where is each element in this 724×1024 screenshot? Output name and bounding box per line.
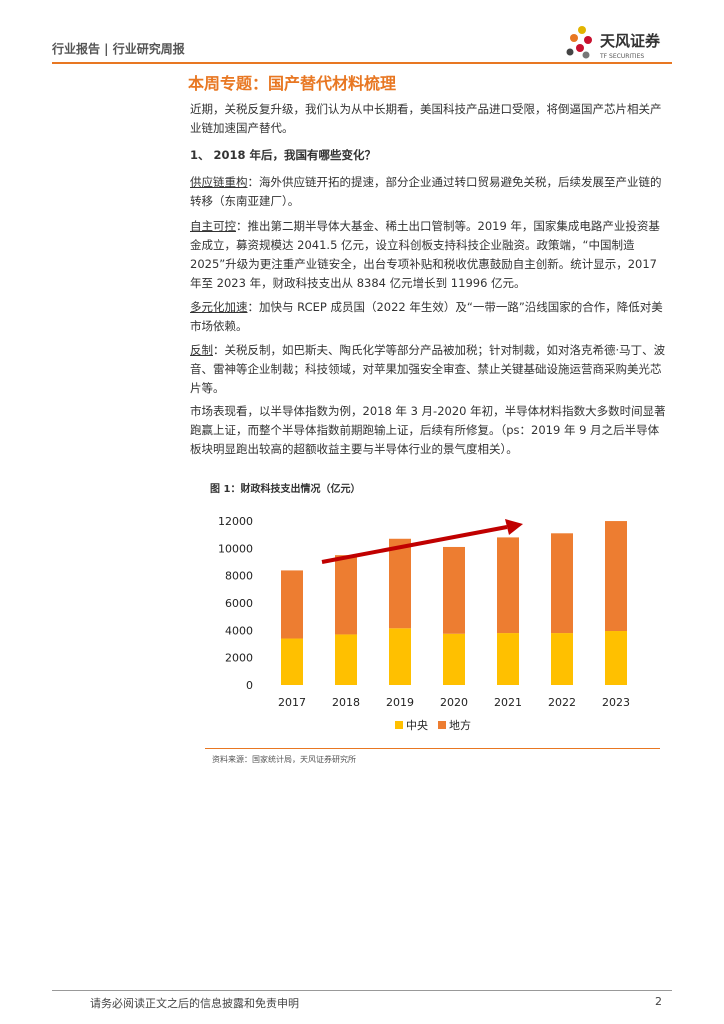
legend-label: 地方 (449, 718, 471, 732)
bar (281, 638, 303, 685)
y-tick-label: 0 (246, 679, 253, 692)
bar (497, 537, 519, 634)
x-tick-label: 2019 (386, 696, 414, 709)
header-rule (52, 62, 672, 64)
x-tick-label: 2020 (440, 696, 468, 709)
trend-arrow-head (505, 519, 523, 535)
point-lead: 自主可控 (190, 219, 236, 233)
y-tick-label: 12000 (218, 515, 253, 528)
x-tick-label: 2018 (332, 696, 360, 709)
market: 市场表现看，以半导体指数为例，2018 年 3 月-2020 年初，半导体材料指… (190, 404, 666, 456)
bar (281, 570, 303, 639)
point: 自主可控：推出第二期半导体大基金、稀土出口管制等。2019 年，国家集成电路产业… (190, 217, 668, 293)
x-tick-label: 2017 (278, 696, 306, 709)
chart: 图 1：财政科技支出情况（亿元） 0 2000 4000 6000 8000 10000 1… (210, 482, 630, 732)
footer-rule (52, 990, 672, 991)
intro: 近期，关税反复升级，我们认为从中长期看，美国科技产品进口受限，将倒逼国产芯片相关… (190, 102, 662, 135)
x-tick-label: 2022 (548, 696, 576, 709)
bar (551, 633, 573, 685)
legend-label: 中央 (406, 719, 428, 732)
heading: 1、 2018 年后，我国有哪些变化？ (190, 148, 377, 162)
y-tick-label: 10000 (218, 542, 253, 555)
point-text: ：推出第二期半导体大基金、稀土出口管制等。2019 年，国家集成电路产业投资基金… (190, 219, 660, 290)
point: 供应链重构：海外供应链开拓的提速，部分企业通过转口贸易避免关税，后续发展至产业链… (190, 173, 668, 211)
bar (497, 633, 519, 685)
point: 多元化加速：加快与 RCEP 成员国（2022 年生效）及“一带一路”沿线国家的… (190, 298, 668, 336)
point-lead: 多元化加速 (190, 300, 248, 314)
page-number: 2 (655, 995, 662, 1008)
x-tick-label: 2023 (602, 696, 630, 709)
y-tick-label: 4000 (225, 624, 253, 637)
chart-title: 图 1：财政科技支出情况（亿元） (210, 482, 360, 495)
section-title: 本周专题：国产替代材料梳理 (188, 74, 397, 93)
bar (551, 533, 573, 634)
y-tick-label: 6000 (225, 597, 253, 610)
bar (443, 633, 465, 685)
point-text: ：加快与 RCEP 成员国（2022 年生效）及“一带一路”沿线国家的合作，降低… (190, 300, 663, 333)
y-tick-label: 8000 (225, 570, 253, 583)
report-type: 行业报告 | 行业研究周报 (52, 42, 185, 56)
point-text: ：关税反制，如巴斯夫、陶氏化学等部分产品被加税；针对制裁，如对洛克希德·马丁、波… (190, 343, 666, 395)
logo-en: TF SECURITIES (599, 53, 644, 60)
bar (443, 546, 465, 634)
disclaimer: 请务必阅读正文之后的信息披露和免责申明 (90, 997, 299, 1010)
bar (335, 634, 357, 685)
bar (335, 555, 357, 635)
bar (389, 538, 411, 629)
legend-swatch (395, 721, 403, 729)
logo-name: 天风证券 (600, 32, 661, 50)
point: 反制：关税反制，如巴斯夫、陶氏化学等部分产品被加税；针对制裁，如对洛克希德·马丁… (190, 341, 668, 398)
y-tick-label: 2000 (225, 652, 253, 665)
point-lead: 反制 (190, 343, 213, 357)
source: 资料来源：国家统计局，天风证券研究所 (212, 755, 356, 764)
point-lead: 供应链重构 (190, 175, 248, 189)
source-rule (205, 748, 660, 749)
point-text: ：海外供应链开拓的提速，部分企业通过转口贸易避免关税，后续发展至产业链的转移（东… (190, 175, 662, 208)
bar (605, 631, 627, 685)
legend-swatch (438, 721, 446, 729)
bar (389, 628, 411, 685)
x-tick-label: 2021 (494, 696, 522, 709)
logo: 天风证券 TF SECURITIES (566, 26, 661, 60)
bar (605, 521, 627, 632)
trend-arrow (321, 525, 508, 564)
